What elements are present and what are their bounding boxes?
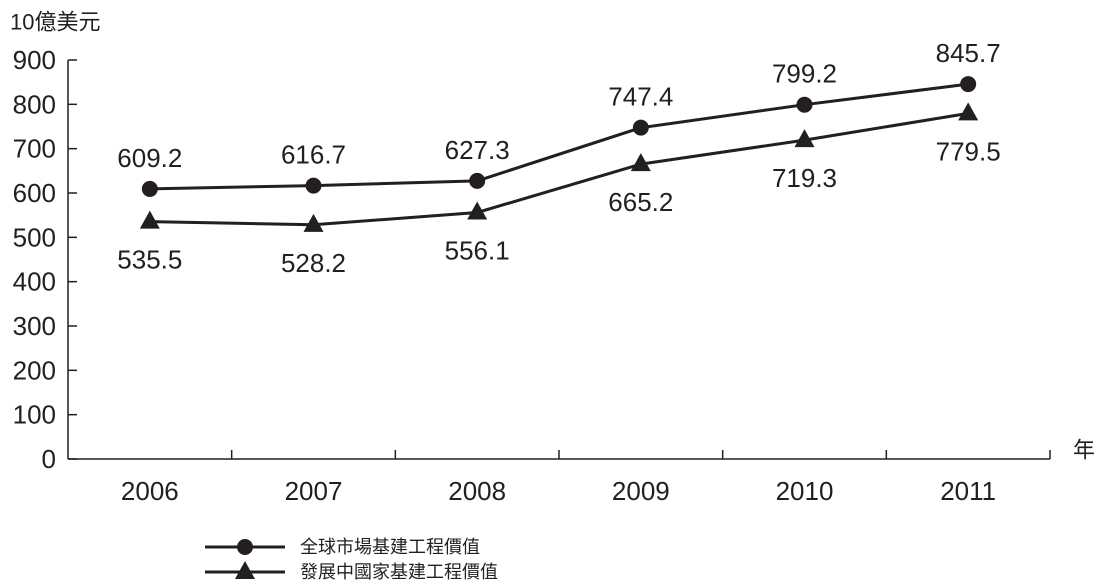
data-label-series-1-2010: 799.2 — [772, 59, 837, 89]
series-2-point-2011 — [958, 102, 979, 121]
y-tick-label-700: 700 — [13, 134, 56, 164]
x-tick-label-2010: 2010 — [776, 476, 834, 506]
data-label-series-2-2006: 535.5 — [117, 245, 182, 275]
y-tick-label-600: 600 — [13, 178, 56, 208]
data-label-series-2-2010: 719.3 — [772, 163, 837, 193]
series-2-point-2007 — [303, 213, 324, 232]
y-tick-label-200: 200 — [13, 355, 56, 385]
y-tick-label-0: 0 — [42, 444, 56, 474]
y-tick-label-800: 800 — [13, 89, 56, 119]
y-axis-title: 10億美元 — [10, 10, 100, 35]
data-label-series-1-2007: 616.7 — [281, 140, 346, 170]
legend-label-series-2: 發展中國家基建工程價值 — [300, 562, 498, 582]
series-1-point-2011 — [960, 76, 977, 93]
series-1-point-2006 — [141, 180, 158, 197]
y-tick-label-500: 500 — [13, 222, 56, 252]
series-2 — [139, 102, 979, 232]
x-tick-label-2007: 2007 — [285, 476, 343, 506]
series-1 — [141, 76, 977, 197]
legend-triangle-marker — [235, 561, 255, 579]
x-tick-label-2009: 2009 — [612, 476, 670, 506]
series-layer — [139, 76, 979, 232]
data-label-series-2-2008: 556.1 — [445, 235, 510, 265]
legend-item-series-2: 發展中國家基建工程價值 — [205, 561, 498, 582]
data-label-series-1-2009: 747.4 — [608, 82, 673, 112]
series-1-point-2009 — [632, 119, 649, 136]
series-2-line — [149, 111, 969, 227]
data-label-series-1-2006: 609.2 — [117, 143, 182, 173]
data-label-series-1-2008: 627.3 — [445, 135, 510, 165]
legend-item-series-1: 全球市場基建工程價值 — [205, 537, 480, 557]
x-axis: 2006 2007 2008 2009 2010 2011 — [68, 450, 1051, 506]
series-1-point-2010 — [796, 96, 813, 113]
data-label-series-1-2011: 845.7 — [936, 38, 1001, 68]
data-label-series-2-2007: 528.2 — [281, 248, 346, 278]
legend: 全球市場基建工程價值 發展中國家基建工程價值 — [205, 537, 498, 582]
y-tick-label-400: 400 — [13, 267, 56, 297]
series-1-point-2008 — [469, 172, 486, 189]
data-labels: 609.2 616.7 627.3 747.4 799.2 845.7 535.5 528.2… — [117, 38, 1000, 278]
y-tick-label-100: 100 — [13, 400, 56, 430]
series-2-point-2006 — [139, 210, 160, 229]
series-1-point-2007 — [305, 177, 322, 194]
x-tick-label-2006: 2006 — [121, 476, 179, 506]
series-1-line — [149, 82, 969, 191]
series-2-point-2010 — [794, 129, 815, 148]
legend-circle-marker — [237, 539, 253, 555]
series-2-point-2008 — [467, 201, 488, 220]
data-label-series-2-2011: 779.5 — [936, 136, 1001, 166]
legend-label-series-1: 全球市場基建工程價值 — [300, 537, 480, 557]
data-label-series-2-2009: 665.2 — [608, 187, 673, 217]
x-tick-label-2011: 2011 — [940, 476, 996, 506]
series-2-point-2009 — [630, 153, 651, 172]
y-tick-label-300: 300 — [13, 311, 56, 341]
x-tick-label-2008: 2008 — [448, 476, 506, 506]
y-axis: 0 100 200 300 400 500 600 700 800 900 — [13, 45, 77, 474]
y-tick-label-900: 900 — [13, 45, 56, 75]
x-axis-title: 年 — [1073, 438, 1095, 463]
